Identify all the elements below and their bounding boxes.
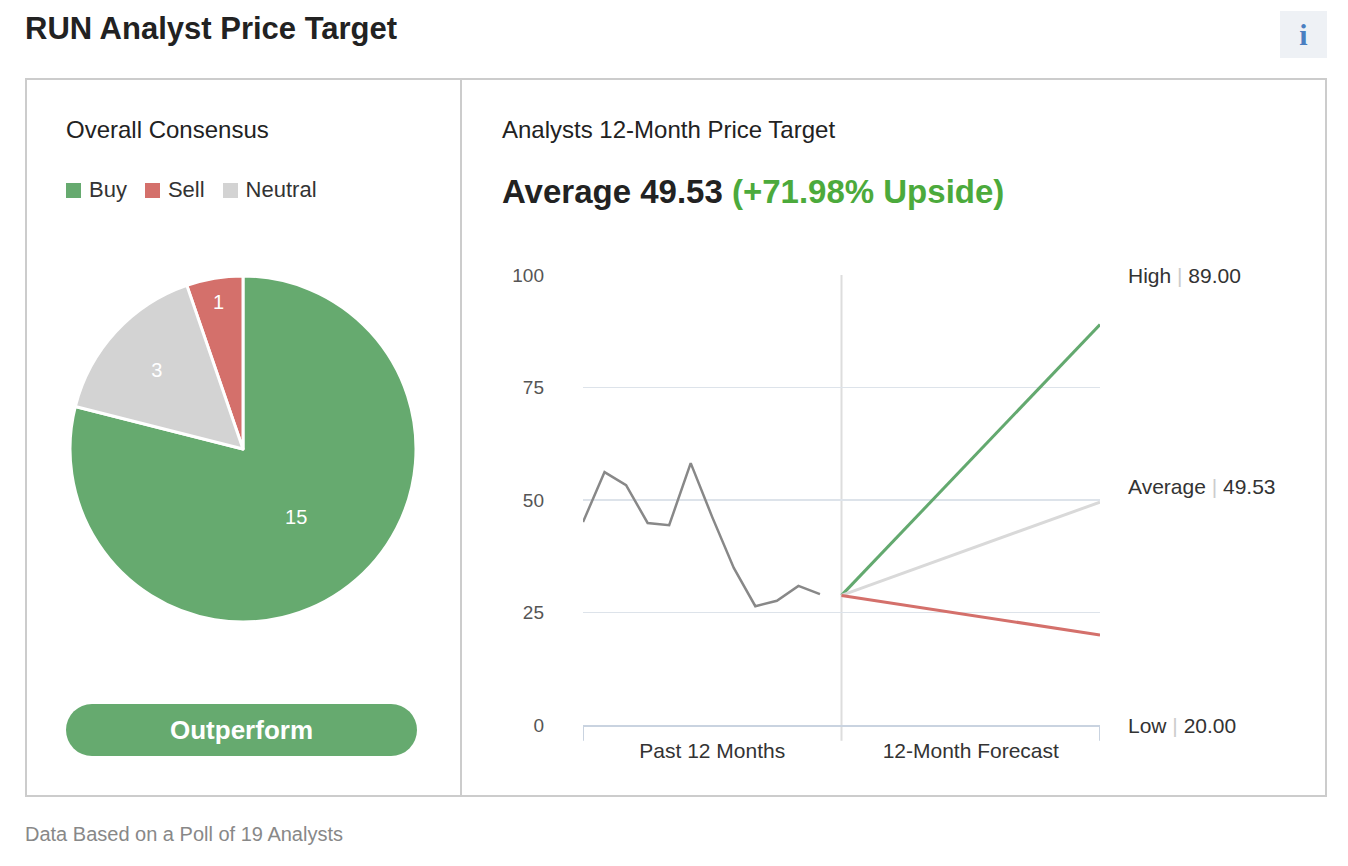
html-text:Analysts 12-Month Price Target: Analysts 12-Month Price Target	[502, 116, 835, 143]
svg-text:25: 25	[523, 602, 544, 623]
html-text:RUN Analyst Price Target: RUN Analyst Price Target	[25, 11, 398, 46]
svg-text:Average | 49.53: Average | 49.53	[1128, 475, 1276, 498]
html-text:Neutral: Neutral	[245, 177, 317, 202]
svg-text:100: 100	[512, 265, 544, 286]
svg-text:Past 12 Months: Past 12 Months	[639, 739, 785, 762]
html-text:Buy: Buy	[89, 177, 127, 202]
svg-text:15: 15	[285, 506, 307, 528]
html-text:Outperform: Outperform	[170, 715, 313, 745]
html-text:Sell: Sell	[167, 177, 205, 202]
svg-text:50: 50	[523, 490, 544, 511]
html-text:Data Based on a Poll of 19 Ana: Data Based on a Poll of 19 Analysts	[25, 823, 343, 845]
svg-text:High | 89.00: High | 89.00	[1128, 264, 1241, 287]
svg-text:3: 3	[151, 359, 162, 381]
svg-text:75: 75	[523, 377, 544, 398]
svg-text:Low | 20.00: Low | 20.00	[1128, 714, 1236, 737]
html-text:Average 49.53 (+71.98% Upside): Average 49.53 (+71.98% Upside)	[502, 173, 1005, 210]
html-text:Overall Consensus: Overall Consensus	[66, 116, 269, 143]
svg-text:12-Month Forecast: 12-Month Forecast	[883, 739, 1059, 762]
svg-text:0: 0	[533, 715, 544, 736]
html-text:i: i	[1299, 18, 1308, 51]
svg-text:1: 1	[213, 291, 224, 313]
